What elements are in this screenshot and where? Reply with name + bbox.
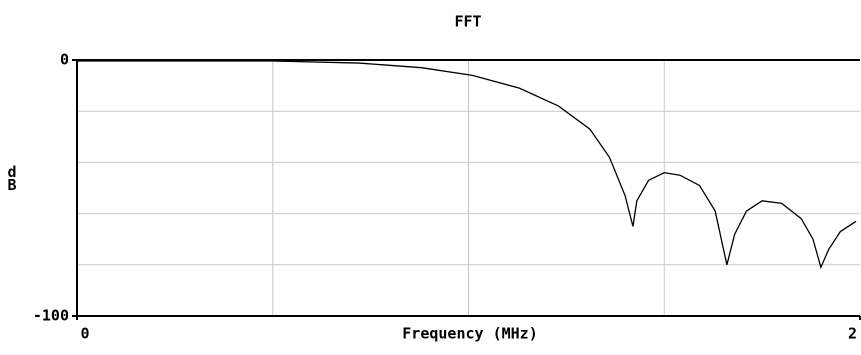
y-tick-label: -100 — [33, 307, 69, 325]
x-tick-label: 2 — [848, 325, 857, 343]
x-tick-label: 0 — [80, 325, 89, 343]
y-tick-label: 0 — [60, 51, 69, 69]
x-axis-label: Frequency (MHz) — [402, 325, 537, 343]
chart-title: FFT — [454, 13, 481, 31]
line — [77, 60, 857, 270]
